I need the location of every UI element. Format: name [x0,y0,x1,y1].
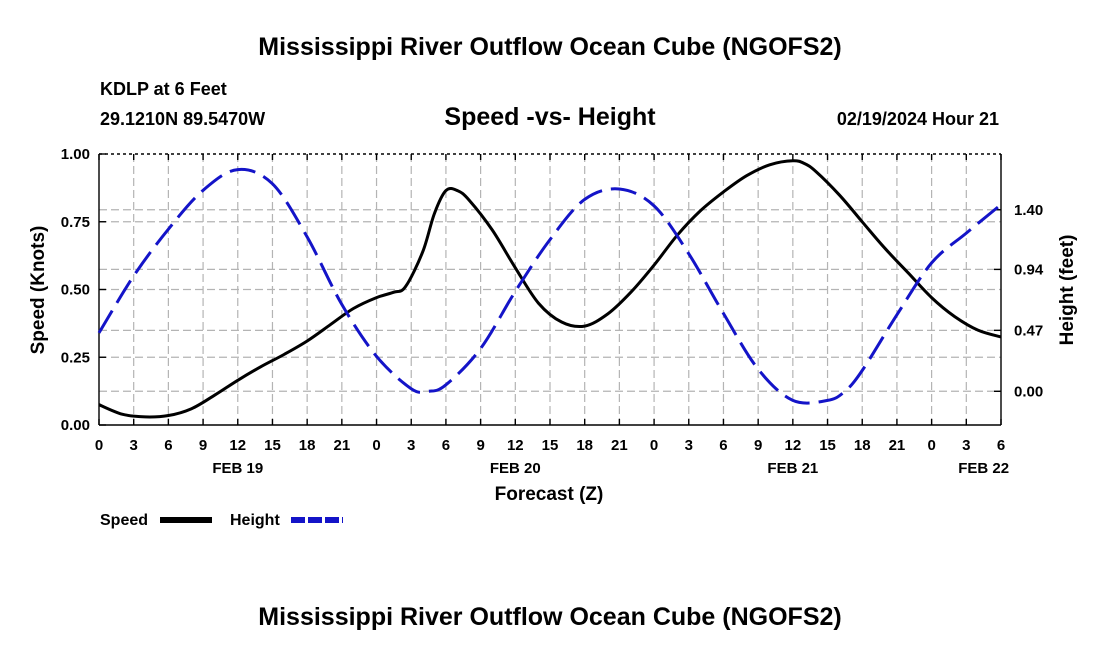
x-tick-label: 12 [785,437,802,454]
x-tick-label: 9 [476,437,484,454]
x-tick-label: 3 [685,437,693,454]
figure-title-top: Mississippi River Outflow Ocean Cube (NG… [258,33,841,61]
x-date-label: FEB 20 [490,460,541,477]
x-tick-label: 0 [650,437,658,454]
x-tick-label: 15 [819,437,836,454]
legend: Speed Height [100,512,343,529]
axis-ticks: 0 3 6 9 12 15 18 21 0 3 6 9 12 15 18 21 0 3 6 9 12 15 18 21 0 3 6 F… [61,146,1044,477]
speed-series-line [98,159,1002,419]
figure-title-bottom: Mississippi River Outflow Ocean Cube (NG… [258,603,841,631]
y-tick-label: 0.25 [61,349,90,366]
y2-tick-label: 1.40 [1014,202,1043,219]
y-tick-label: 0.75 [61,214,90,231]
x-tick-label: 0 [95,437,103,454]
x-tick-label: 12 [229,437,246,454]
x-tick-label: 3 [130,437,138,454]
y2-tick-label: 0.47 [1014,322,1043,339]
legend-speed-label: Speed [100,512,148,529]
y2-tick-label: 0.94 [1014,261,1044,278]
x-date-label: FEB 22 [958,460,1009,477]
x-tick-label: 15 [264,437,281,454]
forecast-datetime: 02/19/2024 Hour 21 [837,109,999,129]
chart-title: Speed -vs- Height [444,103,656,131]
x-tick-label: 9 [754,437,762,454]
x-date-label: FEB 19 [212,460,263,477]
x-tick-label: 21 [611,437,628,454]
x-tick-label: 6 [164,437,172,454]
x-tick-label: 18 [576,437,593,454]
x-tick-label: 3 [962,437,970,454]
x-tick-label: 0 [927,437,935,454]
legend-height-label: Height [230,512,280,529]
height-series-line [97,167,1002,405]
x-tick-label: 0 [372,437,380,454]
x-tick-label: 15 [542,437,559,454]
x-tick-label: 12 [507,437,524,454]
x-date-label: FEB 21 [767,460,818,477]
x-tick-label: 6 [719,437,727,454]
x-tick-label: 21 [334,437,351,454]
x-tick-label: 3 [407,437,415,454]
y-axis-label: Speed (Knots) [28,226,49,355]
x-tick-label: 9 [199,437,207,454]
x-axis-label: Forecast (Z) [495,484,604,505]
x-tick-label: 18 [299,437,316,454]
station-coordinates: 29.1210N 89.5470W [100,109,265,129]
y2-axis-label: Height (feet) [1057,235,1078,346]
grid-lines [99,154,1001,425]
y-tick-label: 0.50 [61,282,90,299]
y2-tick-label: 0.00 [1014,383,1043,400]
data-series [97,159,1002,419]
x-tick-label: 21 [889,437,906,454]
y-tick-label: 0.00 [61,417,90,434]
x-tick-label: 6 [997,437,1005,454]
x-tick-label: 6 [442,437,450,454]
x-tick-label: 18 [854,437,871,454]
y-tick-label: 1.00 [61,146,90,163]
station-label: KDLP at 6 Feet [100,79,227,99]
